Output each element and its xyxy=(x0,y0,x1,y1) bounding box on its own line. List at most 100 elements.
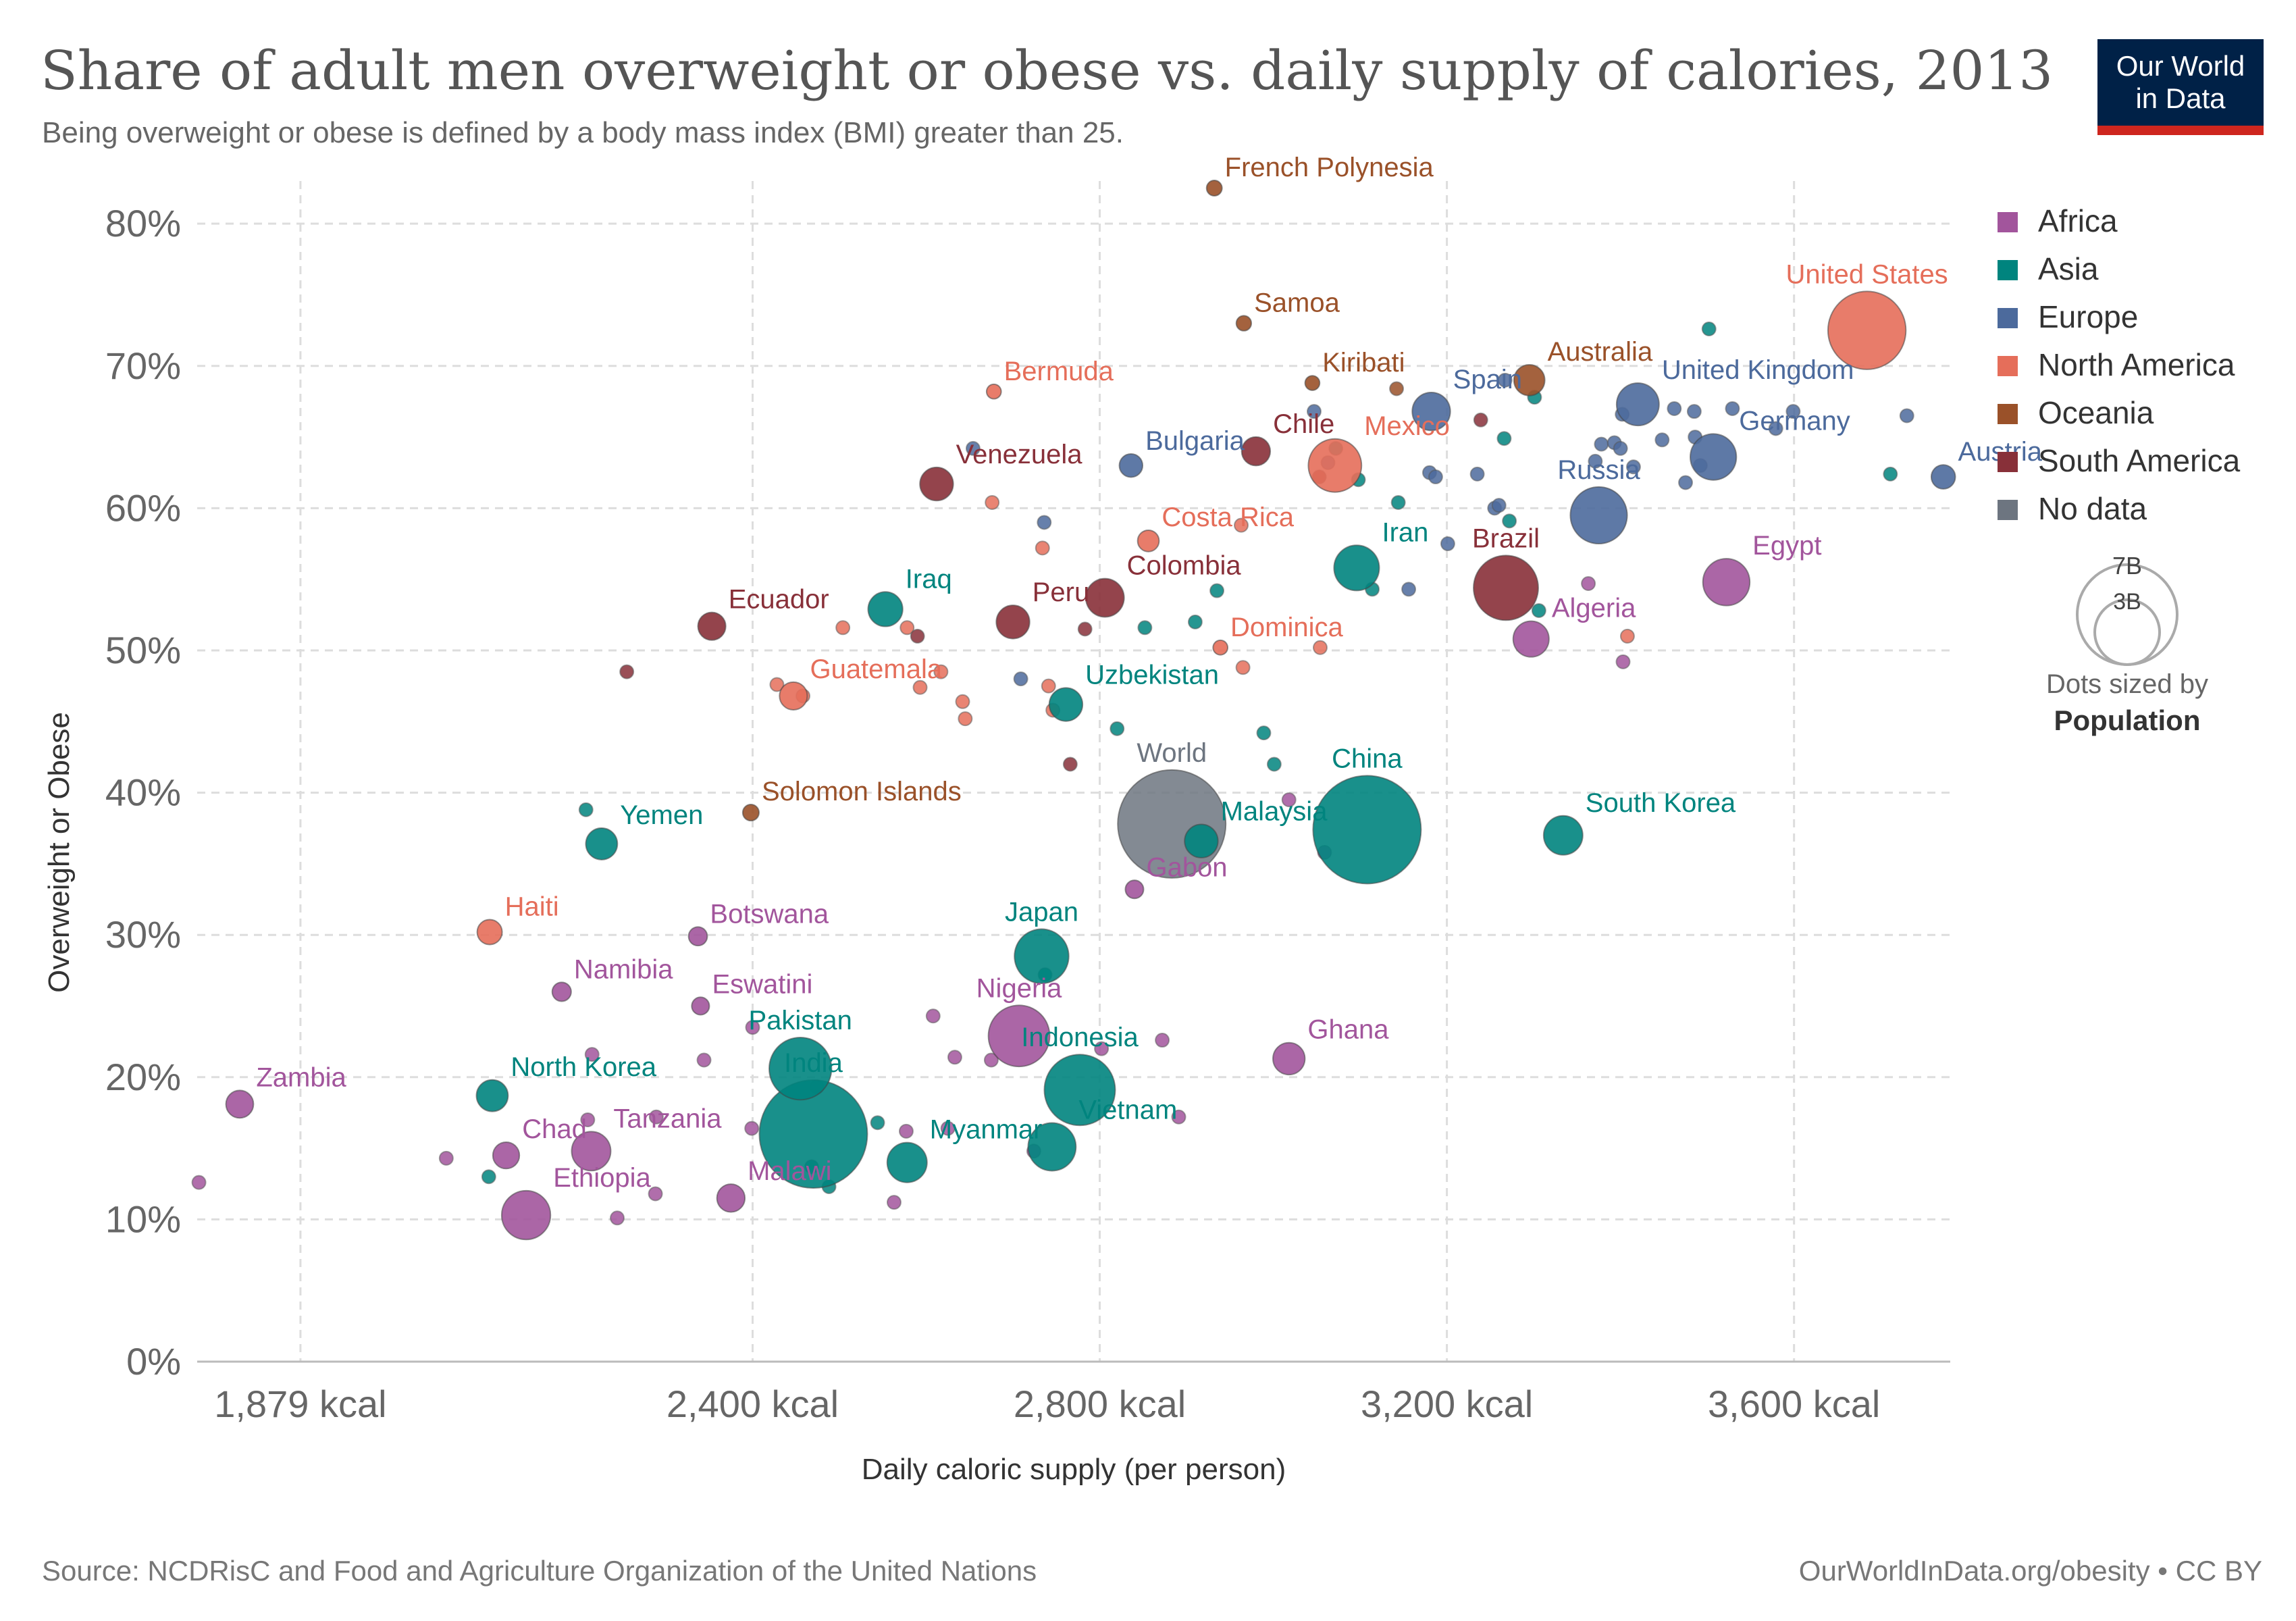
data-point[interactable] xyxy=(867,591,904,627)
data-point[interactable] xyxy=(1048,687,1084,722)
data-point[interactable] xyxy=(1469,466,1485,482)
data-point[interactable] xyxy=(955,694,970,709)
owid-logo[interactable]: Our World in Data xyxy=(2097,39,2264,135)
data-point[interactable] xyxy=(898,1123,914,1139)
data-point[interactable] xyxy=(1686,404,1702,419)
data-point[interactable] xyxy=(1272,1041,1306,1076)
data-point[interactable] xyxy=(1043,1054,1116,1127)
data-point[interactable] xyxy=(1124,879,1145,900)
data-point[interactable] xyxy=(225,1089,255,1119)
data-point[interactable] xyxy=(1014,928,1070,985)
data-point[interactable] xyxy=(1502,513,1517,529)
data-point[interactable] xyxy=(697,611,727,641)
data-point[interactable] xyxy=(1077,621,1093,637)
data-point[interactable] xyxy=(1312,775,1422,885)
data-point[interactable] xyxy=(1304,375,1321,391)
data-point[interactable] xyxy=(1440,536,1455,552)
data-point[interactable] xyxy=(1118,453,1144,478)
data-point[interactable] xyxy=(580,1112,596,1127)
data-point[interactable] xyxy=(744,1121,760,1136)
data-point[interactable] xyxy=(687,926,708,947)
data-point[interactable] xyxy=(1187,614,1203,629)
data-point[interactable] xyxy=(1588,453,1603,469)
data-point[interactable] xyxy=(995,604,1030,640)
data-point[interactable] xyxy=(1702,558,1751,607)
footer-credit-link[interactable]: OurWorldInData.org/obesity • CC BY xyxy=(1798,1555,2262,1587)
data-point[interactable] xyxy=(910,628,925,644)
data-point[interactable] xyxy=(1615,382,1660,427)
data-point[interactable] xyxy=(1491,498,1507,513)
data-point[interactable] xyxy=(1827,290,1907,370)
data-point[interactable] xyxy=(985,494,1000,510)
data-point[interactable] xyxy=(610,1210,625,1226)
data-point[interactable] xyxy=(1241,436,1272,467)
data-point[interactable] xyxy=(1930,464,1956,490)
data-point[interactable] xyxy=(1209,583,1225,598)
data-point[interactable] xyxy=(1473,555,1539,621)
data-point[interactable] xyxy=(1235,315,1253,332)
data-point[interactable] xyxy=(1137,529,1160,552)
data-point[interactable] xyxy=(1234,517,1249,533)
data-point[interactable] xyxy=(1594,436,1609,452)
data-point[interactable] xyxy=(1137,620,1153,636)
data-point[interactable] xyxy=(1678,475,1694,490)
data-point[interactable] xyxy=(1062,756,1078,772)
data-point[interactable] xyxy=(1013,671,1028,687)
data-point[interactable] xyxy=(1497,372,1513,388)
data-point[interactable] xyxy=(933,664,949,679)
data-point[interactable] xyxy=(1569,486,1628,545)
data-point[interactable] xyxy=(571,1131,612,1172)
data-point[interactable] xyxy=(1725,401,1740,416)
data-point[interactable] xyxy=(1667,401,1682,416)
data-point[interactable] xyxy=(912,679,928,695)
data-point[interactable] xyxy=(584,1047,600,1062)
data-point[interactable] xyxy=(1615,654,1631,669)
data-point[interactable] xyxy=(1235,660,1251,675)
data-point[interactable] xyxy=(1613,440,1628,456)
data-point[interactable] xyxy=(1768,421,1783,436)
data-point[interactable] xyxy=(619,664,635,679)
data-point[interactable] xyxy=(481,1169,496,1185)
data-point[interactable] xyxy=(1307,438,1363,493)
data-point[interactable] xyxy=(578,802,594,817)
data-point[interactable] xyxy=(1281,792,1297,808)
data-point[interactable] xyxy=(1542,815,1584,856)
data-point[interactable] xyxy=(835,620,851,636)
data-point[interactable] xyxy=(1883,466,1898,482)
data-point[interactable] xyxy=(1513,363,1546,396)
data-point[interactable] xyxy=(1389,381,1405,396)
data-point[interactable] xyxy=(1041,678,1056,694)
data-point[interactable] xyxy=(1037,515,1052,530)
data-point[interactable] xyxy=(1312,640,1328,655)
data-point[interactable] xyxy=(1512,620,1550,658)
data-point[interactable] xyxy=(940,1121,956,1136)
data-point[interactable] xyxy=(500,1189,552,1241)
data-point[interactable] xyxy=(1401,582,1417,597)
data-point[interactable] xyxy=(1581,576,1596,592)
data-point[interactable] xyxy=(1110,721,1125,736)
data-point[interactable] xyxy=(648,1109,664,1125)
data-point[interactable] xyxy=(1654,432,1670,448)
data-point[interactable] xyxy=(1333,544,1380,592)
data-point[interactable] xyxy=(1155,1033,1170,1048)
data-point[interactable] xyxy=(1205,180,1223,197)
data-point[interactable] xyxy=(1212,639,1229,656)
data-point[interactable] xyxy=(741,803,760,822)
data-point[interactable] xyxy=(965,440,981,456)
data-point[interactable] xyxy=(1411,391,1451,432)
data-point[interactable] xyxy=(1701,321,1717,337)
data-point[interactable] xyxy=(886,1141,928,1183)
data-point[interactable] xyxy=(438,1150,454,1166)
data-point[interactable] xyxy=(1428,469,1443,485)
data-point[interactable] xyxy=(1531,603,1546,619)
data-point[interactable] xyxy=(925,1008,941,1024)
data-point[interactable] xyxy=(899,620,915,636)
data-point[interactable] xyxy=(1094,1041,1110,1056)
data-point[interactable] xyxy=(1899,408,1914,423)
data-points[interactable] xyxy=(191,180,1956,1241)
data-point[interactable] xyxy=(769,677,785,692)
data-point[interactable] xyxy=(1266,756,1282,772)
data-point[interactable] xyxy=(870,1115,885,1131)
data-point[interactable] xyxy=(1496,431,1512,446)
data-point[interactable] xyxy=(648,1186,663,1202)
